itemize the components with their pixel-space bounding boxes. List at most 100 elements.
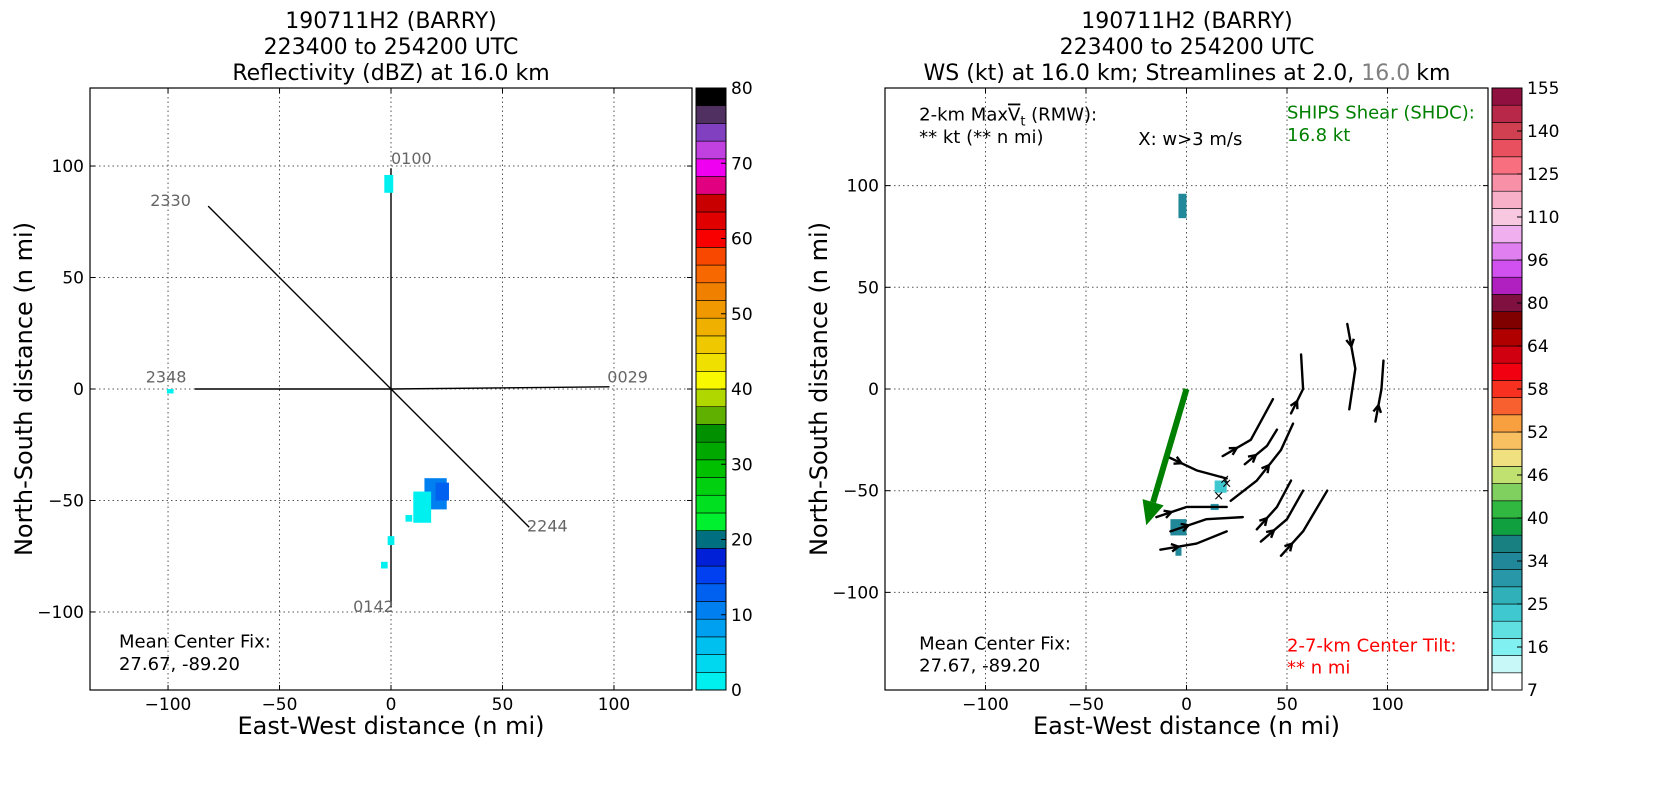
streamline xyxy=(1243,428,1279,466)
colorbar-bin xyxy=(1491,139,1523,158)
x-tick-label: 50 xyxy=(1276,695,1298,715)
colorbar-bin xyxy=(695,317,727,337)
colorbar-label: 0 xyxy=(731,681,742,701)
colorbar-bin xyxy=(1491,328,1523,347)
colorbar-bin xyxy=(695,353,727,372)
colorbar-bin xyxy=(1491,362,1523,381)
colorbar-label: 25 xyxy=(1527,595,1549,615)
wind-speed-cell xyxy=(1175,547,1182,556)
wind-speed-cell xyxy=(1214,480,1227,493)
colorbar-bin xyxy=(695,193,727,213)
annotation-main: 16.8 kt xyxy=(1287,125,1350,146)
colorbar-bin xyxy=(1491,672,1523,691)
annotation-text: 2-7-km Center Tilt: xyxy=(1287,635,1456,656)
y-tick-label: −100 xyxy=(37,603,84,623)
colorbar-bin xyxy=(1491,603,1523,622)
annotation-subscript: t xyxy=(1020,115,1025,130)
colorbar-bin xyxy=(695,335,727,354)
updraft-mark: × xyxy=(1219,472,1230,487)
reflectivity-cell xyxy=(405,514,413,522)
colorbar-bin xyxy=(1491,431,1523,450)
colorbar-label: 80 xyxy=(1527,294,1549,314)
colorbar-bin xyxy=(1491,586,1523,605)
colorbar-label: 20 xyxy=(731,531,753,551)
streamline-arrowhead xyxy=(1163,509,1174,519)
shear-vector-head xyxy=(1142,499,1164,526)
x-tick-label: −50 xyxy=(262,695,298,715)
colorbar-bin xyxy=(695,636,727,655)
colorbar-bin xyxy=(1491,173,1523,192)
colorbar-label: 30 xyxy=(731,455,753,475)
colorbar-bin xyxy=(1491,534,1523,553)
annotation-text: Mean Center Fix: xyxy=(119,632,271,653)
x-tick-label: 50 xyxy=(492,695,514,715)
colorbar-bin xyxy=(1491,242,1523,261)
title-suffix: km xyxy=(1416,61,1450,86)
x-axis-label: East-West distance (n mi) xyxy=(1033,712,1340,740)
flight-leg-time-label: 2244 xyxy=(527,517,568,536)
colorbar-bin xyxy=(695,388,727,408)
flight-leg-time-label: 2348 xyxy=(146,367,187,386)
streamline-arrowhead xyxy=(1258,516,1269,527)
annotation-main: 2-km Max xyxy=(919,105,1008,126)
annotation-main: SHIPS Shear (SHDC): xyxy=(1287,103,1475,124)
streamline-arrowhead xyxy=(1180,522,1191,532)
streamline xyxy=(1259,489,1305,543)
chart-title-line: 223400 to 254200 UTC xyxy=(1060,35,1315,60)
streamline-arrowhead xyxy=(1261,463,1271,474)
colorbar-bin xyxy=(695,424,727,443)
streamline xyxy=(1169,515,1244,533)
x-tick-label: 0 xyxy=(1181,695,1192,715)
streamline xyxy=(1165,454,1228,480)
colorbar-label: 34 xyxy=(1527,552,1549,572)
colorbar-bin xyxy=(1491,517,1523,536)
y-axis-label: North-South distance (n mi) xyxy=(805,222,833,556)
colorbar-label: 140 xyxy=(1527,122,1559,142)
plot-area: ××× xyxy=(1142,193,1385,557)
colorbar-bin xyxy=(695,211,727,230)
colorbar-bin xyxy=(695,87,727,107)
colorbar-bin xyxy=(695,140,727,160)
annotation-main: Mean Center Fix: xyxy=(119,632,271,653)
flight-leg-time-label: 0142 xyxy=(353,597,394,616)
annotation-text: 16.8 kt xyxy=(1287,125,1350,146)
colorbar-bin xyxy=(1491,259,1523,278)
colorbar-bin xyxy=(1491,448,1523,467)
colorbar-bin xyxy=(1491,276,1523,295)
colorbar-bin xyxy=(1491,655,1523,674)
streamline-arrowhead xyxy=(1345,338,1355,349)
colorbar-bin xyxy=(1491,414,1523,433)
title-highlight: 16.0 xyxy=(1361,61,1410,86)
colorbar-bin xyxy=(1491,483,1523,502)
flight-leg xyxy=(194,386,610,390)
colorbar-bin xyxy=(695,247,727,266)
y-tick-label: 100 xyxy=(52,157,84,177)
x-tick-label: 100 xyxy=(1371,695,1403,715)
streamline xyxy=(1374,359,1385,423)
streamline-arrowhead xyxy=(1170,542,1181,553)
streamline xyxy=(1279,489,1329,557)
reflectivity-cell xyxy=(384,174,394,193)
colorbar-bin xyxy=(695,300,727,319)
colorbar-bin xyxy=(695,618,727,638)
annotation-text: Mean Center Fix: xyxy=(919,633,1071,654)
colorbar-label: 80 xyxy=(731,79,753,99)
chart-title-line: WS (kt) at 16.0 km; Streamlines at 2.0, … xyxy=(924,61,1451,86)
colorbar-bin xyxy=(695,459,727,478)
y-tick-label: 0 xyxy=(73,380,84,400)
colorbar-label: 155 xyxy=(1527,79,1559,99)
colorbar-label: 46 xyxy=(1527,466,1549,486)
x-tick-label: −50 xyxy=(1068,695,1104,715)
annotation-main: 27.67, -89.20 xyxy=(919,656,1040,677)
chart-title-line: Reflectivity (dBZ) at 16.0 km xyxy=(232,61,549,86)
colorbar-bin xyxy=(1491,569,1523,588)
streamline-arrowhead xyxy=(1173,456,1184,465)
colorbar-label: 125 xyxy=(1527,165,1559,185)
streamline xyxy=(1255,479,1293,531)
reflectivity-cell xyxy=(380,561,388,569)
colorbar-label: 50 xyxy=(731,305,753,325)
streamline xyxy=(1289,353,1305,415)
x-tick-label: 0 xyxy=(386,695,397,715)
y-tick-label: 0 xyxy=(868,380,879,400)
